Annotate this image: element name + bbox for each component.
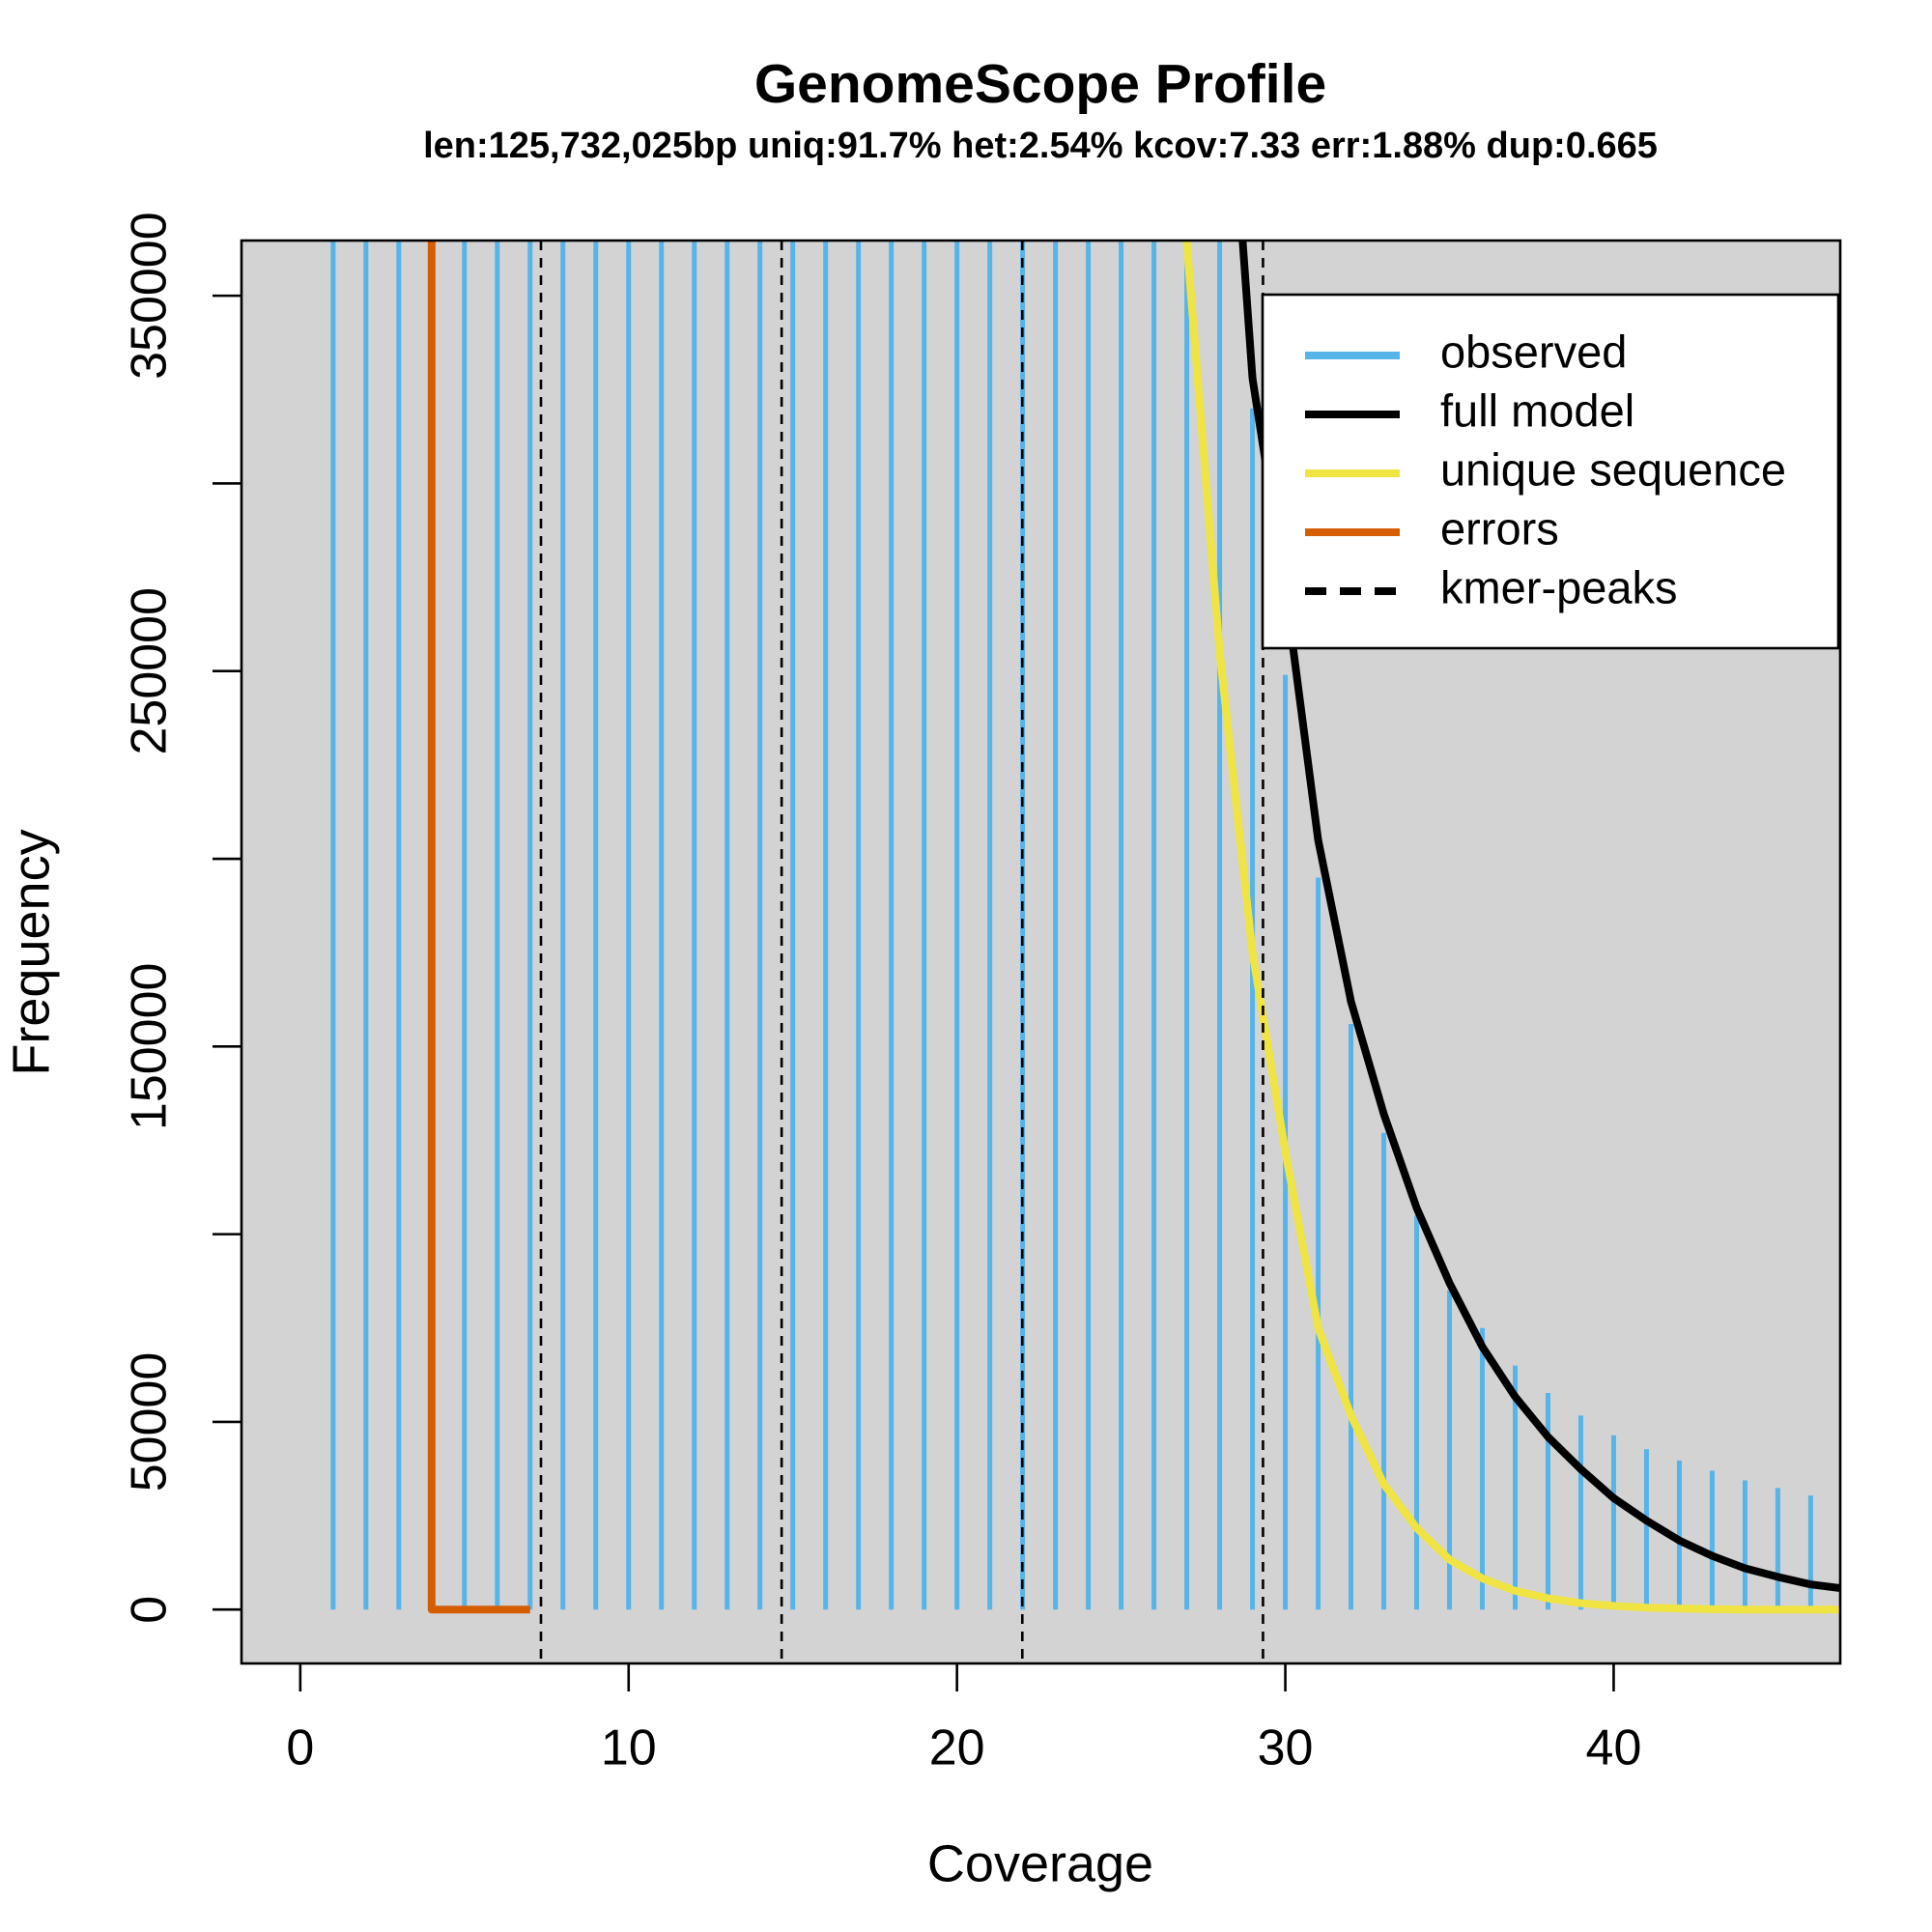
- chart-subtitle: len:125,732,025bp uniq:91.7% het:2.54% k…: [423, 126, 1658, 166]
- legend-label: errors: [1440, 502, 1559, 554]
- model-line: [1182, 241, 1840, 1614]
- x-tick-label: 20: [929, 1720, 985, 1776]
- legend-label: full model: [1440, 384, 1634, 436]
- x-tick-label: 0: [286, 1720, 314, 1776]
- legend-label: observed: [1440, 326, 1627, 377]
- model-line: [427, 241, 530, 1614]
- plot-area: [330, 241, 1840, 1663]
- chart-title: GenomeScope Profile: [754, 53, 1326, 115]
- x-tick-label: 40: [1586, 1720, 1642, 1776]
- y-tick-label: 150000: [122, 963, 178, 1131]
- x-axis-label: Coverage: [927, 1834, 1153, 1892]
- legend-label: kmer-peaks: [1440, 561, 1678, 612]
- x-tick-label: 10: [601, 1720, 657, 1776]
- plot-frame: [240, 239, 1842, 1665]
- model-line: [1238, 241, 1840, 1593]
- y-tick-label: 350000: [122, 212, 178, 380]
- y-tick-label: 0: [122, 1596, 178, 1624]
- legend: observed full model unique sequence errors k…: [1261, 293, 1840, 650]
- x-tick-label: 30: [1258, 1720, 1314, 1776]
- y-tick-label: 50000: [122, 1352, 178, 1492]
- y-tick-label: 250000: [122, 587, 178, 755]
- legend-label: unique sequence: [1440, 443, 1786, 495]
- y-axis-label: Frequency: [2, 829, 60, 1075]
